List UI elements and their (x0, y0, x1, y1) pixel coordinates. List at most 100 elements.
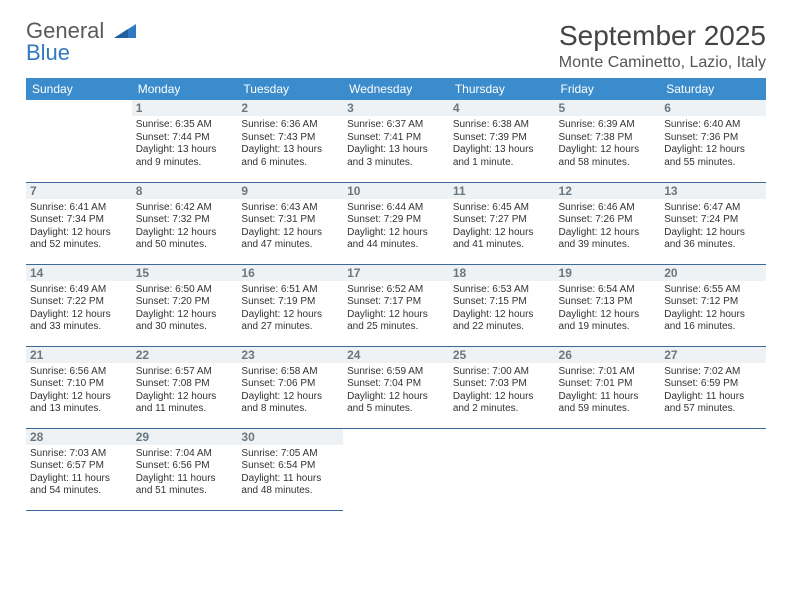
day-detail: Sunrise: 6:54 AMSunset: 7:13 PMDaylight:… (559, 284, 657, 334)
day-detail: Sunrise: 6:45 AMSunset: 7:27 PMDaylight:… (453, 202, 551, 252)
day-detail: Sunrise: 7:00 AMSunset: 7:03 PMDaylight:… (453, 366, 551, 416)
detail-line: and 47 minutes. (241, 239, 339, 252)
detail-line: Sunrise: 6:36 AM (241, 119, 339, 132)
detail-line: Sunrise: 6:37 AM (347, 119, 445, 132)
logo-triangle-icon (114, 20, 136, 42)
detail-line: Sunset: 7:01 PM (559, 378, 657, 391)
detail-line: Daylight: 12 hours (241, 309, 339, 322)
day-header: Saturday (660, 78, 766, 100)
detail-line: Daylight: 11 hours (136, 473, 234, 486)
detail-line: and 57 minutes. (664, 403, 762, 416)
calendar-cell: 25 Sunrise: 7:00 AMSunset: 7:03 PMDayligh… (449, 346, 555, 428)
calendar-cell: 29 Sunrise: 7:04 AMSunset: 6:56 PMDayligh… (132, 428, 238, 510)
detail-line: Sunrise: 6:56 AM (30, 366, 128, 379)
detail-line: Sunset: 7:29 PM (347, 214, 445, 227)
detail-line: Sunrise: 7:03 AM (30, 448, 128, 461)
detail-line: Daylight: 12 hours (453, 227, 551, 240)
calendar-cell: 13Sunrise: 6:47 AMSunset: 7:24 PMDayligh… (660, 182, 766, 264)
calendar-table: SundayMondayTuesdayWednesdayThursdayFrid… (26, 78, 766, 511)
detail-line: Daylight: 12 hours (347, 309, 445, 322)
day-number: 12 (555, 183, 661, 199)
day-number: 30 (237, 429, 343, 445)
day-number: 13 (660, 183, 766, 199)
calendar-cell: 12 Sunrise: 6:46 AMSunset: 7:26 PMDayligh… (555, 182, 661, 264)
detail-line: Sunrise: 7:05 AM (241, 448, 339, 461)
day-detail: Sunrise: 6:59 AMSunset: 7:04 PMDaylight:… (347, 366, 445, 416)
detail-line: Daylight: 12 hours (559, 309, 657, 322)
day-number: 24 (343, 347, 449, 363)
calendar-week: 14Sunrise: 6:49 AMSunset: 7:22 PMDayligh… (26, 264, 766, 346)
calendar-cell: 11Sunrise: 6:45 AMSunset: 7:27 PMDayligh… (449, 182, 555, 264)
day-detail: Sunrise: 6:44 AMSunset: 7:29 PMDaylight:… (347, 202, 445, 252)
detail-line: Sunset: 7:15 PM (453, 296, 551, 309)
day-detail: Sunrise: 6:42 AMSunset: 7:32 PMDaylight:… (136, 202, 234, 252)
detail-line: Sunset: 7:03 PM (453, 378, 551, 391)
detail-line: and 1 minute. (453, 157, 551, 170)
calendar-week: 7 Sunrise: 6:41 AMSunset: 7:34 PMDaylight… (26, 182, 766, 264)
day-number: 28 (26, 429, 132, 445)
detail-line: Daylight: 12 hours (347, 227, 445, 240)
detail-line: Sunset: 7:08 PM (136, 378, 234, 391)
detail-line: Sunrise: 7:00 AM (453, 366, 551, 379)
detail-line: Sunrise: 6:46 AM (559, 202, 657, 215)
day-number: 29 (132, 429, 238, 445)
day-number: 21 (26, 347, 132, 363)
detail-line: Sunrise: 6:50 AM (136, 284, 234, 297)
detail-line: and 8 minutes. (241, 403, 339, 416)
detail-line: and 36 minutes. (664, 239, 762, 252)
detail-line: Daylight: 12 hours (136, 309, 234, 322)
detail-line: and 52 minutes. (30, 239, 128, 252)
page-header: General Blue September 2025 Monte Camine… (26, 20, 766, 72)
detail-line: Sunrise: 6:47 AM (664, 202, 762, 215)
calendar-cell: 18Sunrise: 6:53 AMSunset: 7:15 PMDayligh… (449, 264, 555, 346)
detail-line: Sunset: 6:54 PM (241, 460, 339, 473)
day-number: 25 (449, 347, 555, 363)
day-header: Thursday (449, 78, 555, 100)
detail-line: Daylight: 13 hours (136, 144, 234, 157)
detail-line: and 9 minutes. (136, 157, 234, 170)
day-number: 4 (449, 100, 555, 116)
detail-line: Sunrise: 7:04 AM (136, 448, 234, 461)
calendar-cell: 28Sunrise: 7:03 AMSunset: 6:57 PMDayligh… (26, 428, 132, 510)
day-header: Wednesday (343, 78, 449, 100)
day-number: 27 (660, 347, 766, 363)
detail-line: Daylight: 11 hours (559, 391, 657, 404)
day-detail: Sunrise: 7:05 AMSunset: 6:54 PMDaylight:… (241, 448, 339, 498)
calendar-cell: . (555, 428, 661, 510)
detail-line: Daylight: 12 hours (30, 227, 128, 240)
detail-line: Daylight: 12 hours (30, 309, 128, 322)
detail-line: Sunrise: 6:41 AM (30, 202, 128, 215)
detail-line: and 54 minutes. (30, 485, 128, 498)
calendar-cell: 17Sunrise: 6:52 AMSunset: 7:17 PMDayligh… (343, 264, 449, 346)
detail-line: Sunset: 6:59 PM (664, 378, 762, 391)
day-number: 7 (26, 183, 132, 199)
day-number: 20 (660, 265, 766, 281)
calendar-cell: 5Sunrise: 6:39 AMSunset: 7:38 PMDaylight… (555, 100, 661, 182)
day-detail: Sunrise: 6:58 AMSunset: 7:06 PMDaylight:… (241, 366, 339, 416)
calendar-cell: 15Sunrise: 6:50 AMSunset: 7:20 PMDayligh… (132, 264, 238, 346)
detail-line: Daylight: 11 hours (30, 473, 128, 486)
calendar-cell: 21Sunrise: 6:56 AMSunset: 7:10 PMDayligh… (26, 346, 132, 428)
calendar-cell: 26Sunrise: 7:01 AMSunset: 7:01 PMDayligh… (555, 346, 661, 428)
day-number: 16 (237, 265, 343, 281)
day-detail: Sunrise: 6:50 AMSunset: 7:20 PMDaylight:… (136, 284, 234, 334)
detail-line: Daylight: 12 hours (136, 391, 234, 404)
detail-line: and 55 minutes. (664, 157, 762, 170)
calendar-cell: 4Sunrise: 6:38 AMSunset: 7:39 PMDaylight… (449, 100, 555, 182)
detail-line: Sunset: 6:56 PM (136, 460, 234, 473)
calendar-cell: 27 Sunrise: 7:02 AMSunset: 6:59 PMDayligh… (660, 346, 766, 428)
day-detail: Sunrise: 6:46 AMSunset: 7:26 PMDaylight:… (559, 202, 657, 252)
day-number: 3 (343, 100, 449, 116)
day-detail: Sunrise: 6:41 AMSunset: 7:34 PMDaylight:… (30, 202, 128, 252)
detail-line: Daylight: 12 hours (241, 227, 339, 240)
day-detail: Sunrise: 7:02 AMSunset: 6:59 PMDaylight:… (664, 366, 762, 416)
detail-line: Sunset: 7:26 PM (559, 214, 657, 227)
detail-line: Daylight: 12 hours (136, 227, 234, 240)
day-detail: Sunrise: 6:43 AMSunset: 7:31 PMDaylight:… (241, 202, 339, 252)
detail-line: Sunrise: 6:43 AM (241, 202, 339, 215)
day-detail: Sunrise: 7:04 AMSunset: 6:56 PMDaylight:… (136, 448, 234, 498)
day-number: 23 (237, 347, 343, 363)
detail-line: Daylight: 12 hours (664, 227, 762, 240)
detail-line: and 48 minutes. (241, 485, 339, 498)
detail-line: Sunset: 7:22 PM (30, 296, 128, 309)
